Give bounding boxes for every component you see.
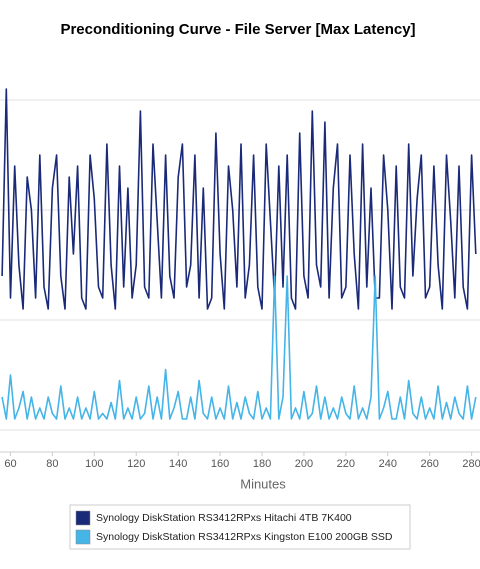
x-tick-label: 140	[169, 458, 187, 470]
chart-title: Preconditioning Curve - File Server [Max…	[60, 21, 415, 38]
legend-label: Synology DiskStation RS3412RPxs Kingston…	[96, 531, 393, 543]
x-axis-label: Minutes	[240, 476, 286, 491]
legend-swatch	[75, 510, 91, 526]
x-tick-label: 60	[4, 458, 16, 470]
x-tick-label: 240	[379, 458, 397, 470]
x-tick-label: 260	[421, 458, 439, 470]
legend-label: Synology DiskStation RS3412RPxs Hitachi …	[96, 512, 352, 524]
legend-swatch	[75, 529, 91, 545]
legend-box	[69, 504, 411, 550]
x-tick-label: 220	[337, 458, 355, 470]
x-tick-label: 280	[462, 458, 480, 470]
series-line	[1, 88, 477, 310]
x-tick-label: 100	[85, 458, 103, 470]
series-line	[1, 275, 477, 420]
x-tick-label: 120	[127, 458, 145, 470]
x-tick-label: 80	[46, 458, 58, 470]
x-tick-label: 160	[211, 458, 229, 470]
x-tick-label: 180	[253, 458, 271, 470]
x-tick-label: 200	[295, 458, 313, 470]
